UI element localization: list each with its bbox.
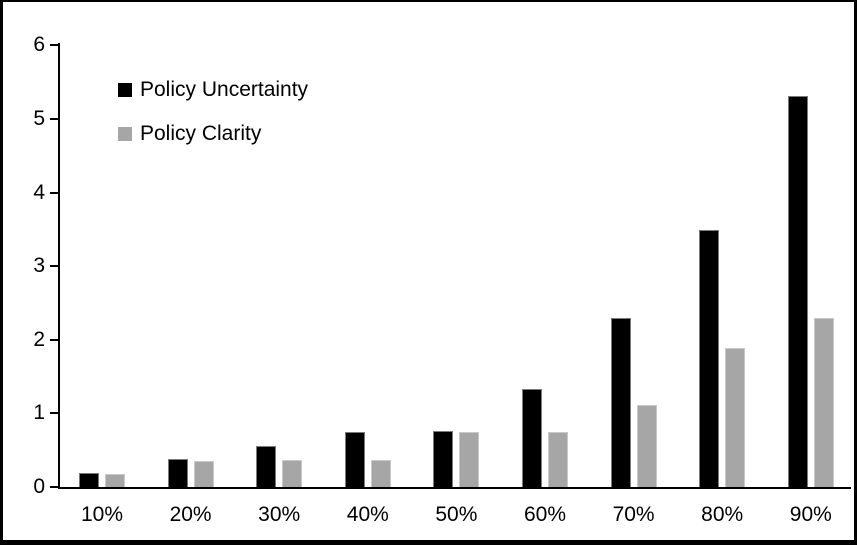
bar-policy-clarity-50% <box>459 432 480 487</box>
bar-policy-clarity-30% <box>282 460 303 487</box>
bar-policy-clarity-90% <box>813 318 834 487</box>
bar-policy-uncertainty-20% <box>167 459 188 487</box>
y-tick-label-4: 4 <box>33 180 45 204</box>
x-category-label-90%: 90% <box>789 503 832 526</box>
y-tick-label-6: 6 <box>33 33 45 57</box>
bar-policy-uncertainty-10% <box>79 473 99 487</box>
y-tick-5 <box>50 118 58 120</box>
y-tick-2 <box>50 338 58 341</box>
y-tick-4 <box>50 191 58 194</box>
bar-policy-clarity-10% <box>105 474 125 487</box>
legend-item-policy-uncertainty: Policy Uncertainty <box>118 78 308 102</box>
x-category-label-50%: 50% <box>435 503 478 526</box>
bar-policy-uncertainty-90% <box>787 96 808 487</box>
bar-policy-uncertainty-70% <box>610 318 631 487</box>
y-tick-3 <box>50 265 58 268</box>
y-tick-1 <box>50 412 58 415</box>
x-category-label-20%: 20% <box>169 503 212 526</box>
bar-policy-uncertainty-80% <box>699 230 720 487</box>
bar-policy-clarity-70% <box>636 405 657 487</box>
bar-policy-uncertainty-60% <box>522 389 542 487</box>
bar-policy-clarity-60% <box>548 432 568 487</box>
x-category-label-30%: 30% <box>258 503 301 526</box>
x-category-label-80%: 80% <box>701 503 744 526</box>
chart-legend: Policy Uncertainty Policy Clarity <box>118 78 308 146</box>
y-tick-label-0: 0 <box>33 475 45 498</box>
x-axis-line <box>58 487 851 489</box>
bar-policy-clarity-80% <box>725 348 746 487</box>
bar-policy-uncertainty-30% <box>256 446 277 487</box>
bar-policy-uncertainty-50% <box>433 431 454 487</box>
legend-swatch-gray-icon <box>118 127 132 141</box>
x-category-label-40%: 40% <box>346 503 389 526</box>
x-category-label-70%: 70% <box>612 503 655 526</box>
bar-policy-clarity-40% <box>370 460 391 487</box>
bar-policy-uncertainty-40% <box>344 432 365 487</box>
y-tick-0 <box>50 486 58 488</box>
legend-swatch-black-icon <box>118 83 132 97</box>
x-category-label-60%: 60% <box>523 503 567 526</box>
legend-item-policy-clarity: Policy Clarity <box>118 122 308 146</box>
x-category-label-10%: 10% <box>80 503 124 526</box>
y-tick-label-2: 2 <box>33 327 45 351</box>
y-axis-line <box>58 43 60 489</box>
y-tick-label-5: 5 <box>33 107 45 130</box>
y-tick-label-1: 1 <box>33 401 45 425</box>
y-tick-6 <box>50 44 58 47</box>
legend-label-policy-clarity: Policy Clarity <box>140 122 262 145</box>
legend-label-policy-uncertainty: Policy Uncertainty <box>140 78 309 101</box>
bar-policy-clarity-20% <box>193 461 214 487</box>
y-tick-label-3: 3 <box>33 254 45 278</box>
